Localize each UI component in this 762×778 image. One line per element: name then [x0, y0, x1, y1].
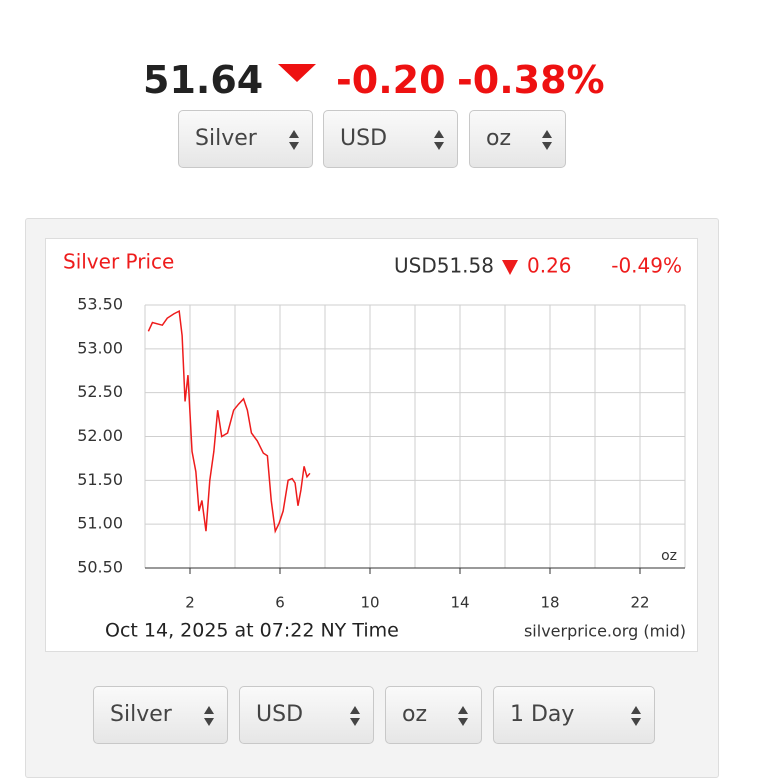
- x-tick-label: 22: [630, 594, 649, 612]
- select-label: 1 Day: [510, 702, 575, 727]
- change: -0.20: [336, 58, 446, 102]
- quote-price: USD51.58: [394, 254, 494, 278]
- quote-arrow: [502, 260, 518, 275]
- y-tick-label: 51.50: [77, 470, 123, 489]
- select-label: oz: [486, 126, 512, 151]
- chart-title: Silver Price: [63, 250, 174, 274]
- y-tick-label: 53.00: [77, 338, 123, 357]
- quote-change: 0.26: [527, 254, 572, 278]
- select-arrows: [350, 706, 360, 726]
- price-line: [147, 309, 311, 534]
- select[interactable]: USD: [239, 686, 374, 744]
- select-label: USD: [256, 702, 304, 727]
- select[interactable]: 1 Day: [493, 686, 655, 744]
- y-tick-label: 53.50: [77, 295, 123, 314]
- y-tick-label: 50.50: [77, 558, 123, 577]
- footer-left: Oct 14, 2025 at 07:22 NY Time: [105, 620, 399, 642]
- y-tick-label: 52.50: [77, 382, 123, 401]
- select-label: Silver: [195, 126, 257, 151]
- select-label: USD: [340, 126, 388, 151]
- select[interactable]: Silver: [178, 110, 313, 168]
- x-tick-label: 6: [275, 594, 285, 612]
- unit-label: oz: [661, 548, 677, 564]
- quote-change-pct: -0.49%: [611, 254, 682, 278]
- select[interactable]: oz: [385, 686, 482, 744]
- chart-box: Silver Price USD51.58 0.26 -0.49% oz Oct…: [45, 238, 698, 652]
- select-label: Silver: [110, 702, 172, 727]
- x-tick-label: 2: [185, 594, 195, 612]
- x-tick-label: 14: [450, 594, 469, 612]
- select-label: oz: [402, 702, 428, 727]
- footer-right: silverprice.org (mid): [524, 622, 686, 641]
- select-arrows: [289, 130, 299, 150]
- select[interactable]: Silver: [93, 686, 228, 744]
- select-arrows: [631, 706, 641, 726]
- select-arrows: [458, 706, 468, 726]
- select-arrows: [204, 706, 214, 726]
- change-pct: -0.38%: [457, 58, 605, 102]
- select[interactable]: oz: [469, 110, 566, 168]
- select-arrows: [434, 130, 444, 150]
- chart: Silver Price USD51.58 0.26 -0.49% oz Oct…: [63, 250, 686, 642]
- y-tick-label: 51.00: [77, 514, 123, 533]
- y-tick-label: 52.00: [77, 426, 123, 445]
- down-arrow: [278, 64, 316, 82]
- price: 51.64: [143, 58, 264, 102]
- x-tick-label: 10: [360, 594, 379, 612]
- select[interactable]: USD: [323, 110, 458, 168]
- select-arrows: [542, 130, 552, 150]
- x-tick-label: 18: [540, 594, 559, 612]
